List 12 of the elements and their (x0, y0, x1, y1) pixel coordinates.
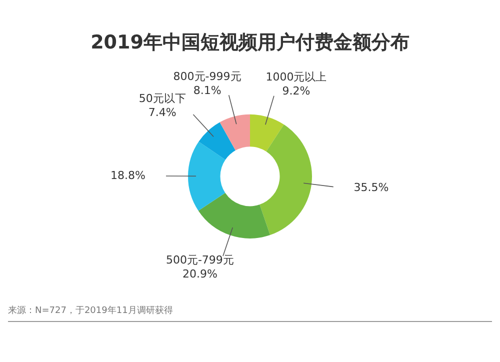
data-label: 7.4% (148, 106, 176, 120)
data-label: 8.1% (193, 84, 222, 97)
slice-label: 50元以下 (138, 92, 186, 106)
slice-label: 500元-799元 (166, 254, 234, 267)
data-label: 35.5% (354, 181, 389, 194)
data-label: 20.9% (182, 268, 218, 281)
data-label: 18.8% (110, 168, 146, 182)
slice-label: 1000元以上 (266, 70, 327, 84)
data-label: 9.2% (282, 84, 310, 98)
chart-title: 2019年中国短视频用户付费金额分布 (90, 31, 410, 54)
slice-label: 800元-999元 (173, 70, 242, 83)
source-note: 来源：N=727，于2019年11月调研获得 (8, 304, 174, 317)
